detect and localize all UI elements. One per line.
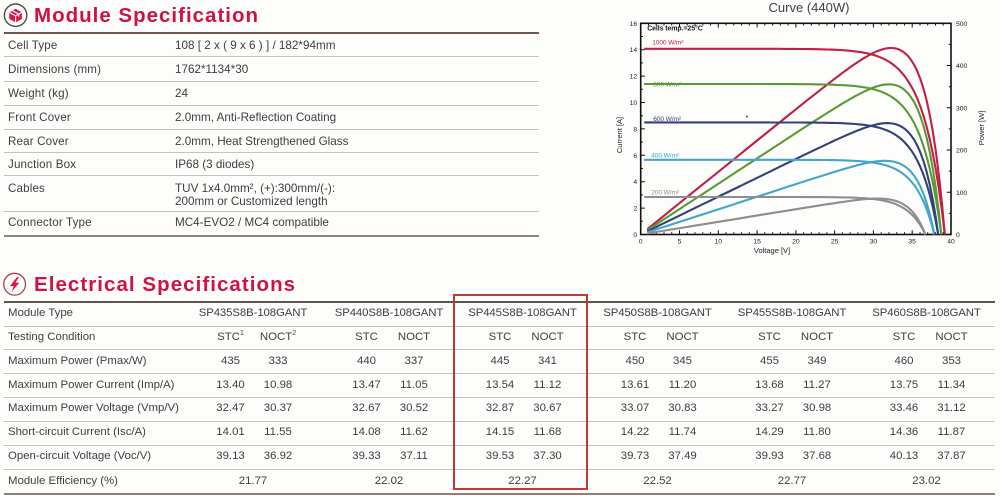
svg-text:40: 40 bbox=[947, 239, 955, 246]
svg-text:20: 20 bbox=[792, 239, 800, 246]
svg-text:15: 15 bbox=[753, 239, 761, 246]
svg-text:Curve (440W): Curve (440W) bbox=[769, 0, 850, 15]
svg-text:5: 5 bbox=[678, 239, 682, 246]
svg-text:Cells temp.=25°C: Cells temp.=25°C bbox=[647, 25, 703, 33]
svg-text:12: 12 bbox=[630, 74, 638, 81]
svg-text:8: 8 bbox=[633, 126, 637, 133]
svg-text:0: 0 bbox=[633, 232, 637, 239]
svg-text:300: 300 bbox=[956, 105, 968, 112]
svg-text:16: 16 bbox=[630, 21, 638, 28]
svg-text:10: 10 bbox=[630, 100, 638, 107]
svg-text:600 W/m²: 600 W/m² bbox=[653, 116, 682, 123]
svg-text:100: 100 bbox=[956, 190, 968, 197]
svg-text:200: 200 bbox=[956, 148, 968, 155]
svg-text:400: 400 bbox=[956, 63, 968, 70]
svg-text:200 W/m²: 200 W/m² bbox=[651, 190, 680, 197]
svg-text:500: 500 bbox=[956, 21, 968, 28]
svg-text:Power [W]: Power [W] bbox=[977, 111, 986, 146]
svg-text:400 W/m²: 400 W/m² bbox=[651, 152, 680, 159]
svg-text:14: 14 bbox=[630, 47, 638, 54]
svg-text:Current [A]: Current [A] bbox=[615, 117, 624, 153]
svg-text:30: 30 bbox=[870, 239, 878, 246]
svg-text:0: 0 bbox=[639, 239, 643, 246]
svg-text:10: 10 bbox=[715, 239, 723, 246]
svg-text:2: 2 bbox=[633, 206, 637, 213]
svg-text:35: 35 bbox=[908, 239, 916, 246]
svg-text:4: 4 bbox=[633, 179, 637, 186]
svg-text:0: 0 bbox=[956, 232, 960, 239]
svg-text:1000 W/m²: 1000 W/m² bbox=[652, 39, 684, 46]
svg-text:25: 25 bbox=[831, 239, 839, 246]
svg-text:6: 6 bbox=[633, 153, 637, 160]
svg-text:Voltage [V]: Voltage [V] bbox=[754, 246, 790, 255]
